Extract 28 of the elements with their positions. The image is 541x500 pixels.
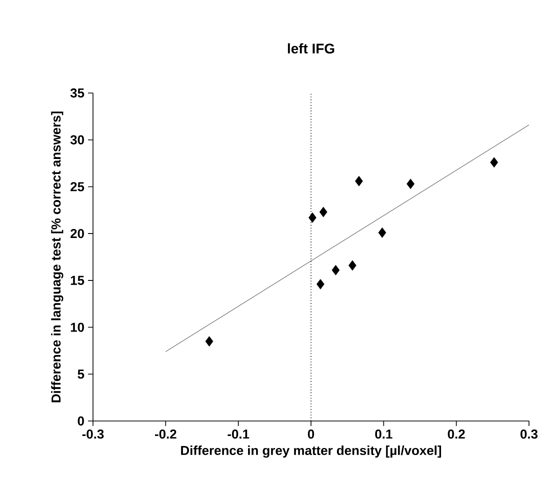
chart-title: left IFG [288,43,334,54]
point [332,264,340,276]
x-tick-label: -0.1 [228,430,250,439]
point [490,157,498,168]
y-tick-label: 35 [70,88,84,98]
y-tick-label: 15 [70,276,84,285]
point [205,336,214,347]
point [316,278,324,290]
y-tick-label: 25 [70,182,84,192]
x-tick-label: -0.3 [82,430,104,439]
y-tick-label: 5 [78,370,84,379]
point [308,212,316,223]
x-tick-label: 0.2 [448,430,465,439]
point [319,206,328,218]
x-tick-label: -0.2 [155,430,176,439]
point [378,227,386,238]
y-tick-label: 10 [70,322,84,332]
x-tick-label: 0 [308,430,314,439]
x-tick-label: 0.1 [375,430,392,439]
y-axis-title: Difference in language test [% correct answers] [51,112,64,402]
point [355,176,363,186]
y-tick-label: 0 [78,416,84,426]
y-tick-label: 30 [70,135,84,144]
point [406,178,414,190]
point [348,260,356,271]
y-tick-label: 20 [70,228,84,238]
x-axis-title: Difference in grey matter density [µl/voxel] [181,446,442,458]
x-tick-label: 0.3 [520,430,538,439]
